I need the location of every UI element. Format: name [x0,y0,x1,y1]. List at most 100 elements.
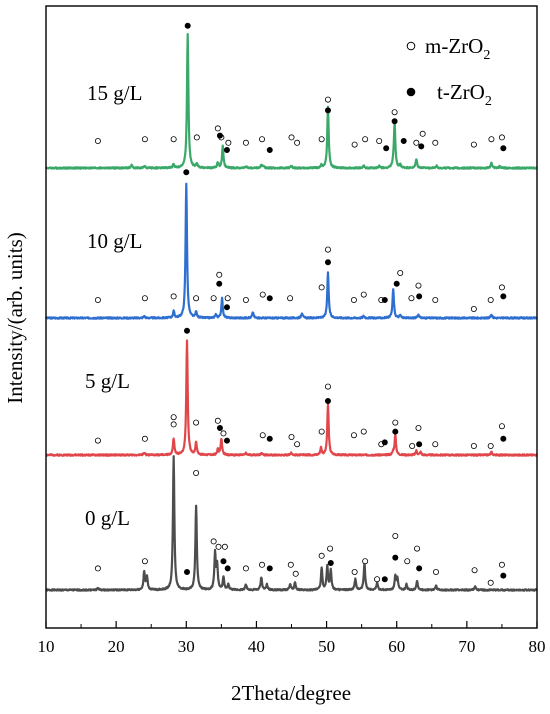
m-zro2-marker [259,561,266,568]
m-zro2-marker [94,137,101,144]
m-zro2-marker [351,569,358,576]
t-zro2-marker [393,280,400,287]
m-zro2-marker [288,134,295,141]
m-zro2-marker [324,383,331,390]
t-zro2-marker [416,565,423,572]
m-zro2-marker [94,565,101,572]
t-zro2-marker [324,397,331,404]
m-zro2-marker [170,136,177,143]
x-tick-label: 10 [38,637,55,656]
legend-open-circle-icon [406,41,416,51]
m-zro2-marker [259,136,266,143]
m-zro2-marker [259,291,266,298]
m-zro2-marker [292,570,299,577]
m-zro2-marker [214,125,221,132]
series-line-0-g-l [45,455,538,592]
t-zro2-marker [266,565,273,572]
series-label: 5 g/L [85,369,130,393]
t-zro2-marker [392,554,399,561]
m-zro2-marker [294,139,301,146]
m-zro2-marker [193,134,200,141]
m-zro2-marker [415,424,422,431]
m-zro2-marker [242,565,249,572]
m-zro2-marker [470,442,477,449]
t-zro2-marker [327,560,334,567]
m-zro2-marker [392,533,399,540]
series-label: 15 g/L [87,81,142,105]
t-zro2-marker [500,145,507,152]
series-line-5-g-l [45,339,538,457]
t-zro2-marker [216,424,223,431]
m-zro2-marker [220,430,227,437]
legend: m-ZrO2 t-ZrO2 [406,34,492,109]
m-zro2-marker [287,295,294,302]
m-zro2-marker [419,130,426,137]
t-zro2-marker [383,145,390,152]
t-zro2-marker [500,435,507,442]
m-zro2-marker [362,136,369,143]
t-zro2-marker [220,558,227,565]
t-zro2-marker [400,137,407,144]
m-zro2-marker [141,435,148,442]
t-zro2-marker [266,146,273,153]
x-tick-label: 30 [178,637,195,656]
series-label: 0 g/L [85,506,130,530]
m-zro2-marker [487,579,494,586]
m-zro2-marker [415,282,422,289]
t-zro2-marker [216,280,223,287]
m-zro2-marker [404,558,411,565]
t-zro2-marker [183,569,190,576]
x-tick-label: 40 [248,637,265,656]
t-zro2-marker [216,132,223,139]
m-zro2-marker [170,414,177,421]
t-zro2-marker [183,169,190,176]
x-tick-label: 50 [318,637,335,656]
m-zro2-marker [242,296,249,303]
m-zro2-marker [242,139,249,146]
m-zro2-marker [376,137,383,144]
x-tick-label: 80 [529,637,546,656]
m-zro2-marker [318,552,325,559]
t-zro2-marker [324,259,331,266]
m-zro2-marker [324,96,331,103]
m-zro2-marker [170,421,177,428]
series-line-10-g-l [44,182,538,320]
x-tick-label: 20 [108,637,125,656]
legend-label-m-zro2: m-ZrO2 [425,34,490,63]
m-zro2-marker [141,558,148,565]
m-zro2-marker [288,433,295,440]
m-zro2-marker [214,417,221,424]
m-zro2-marker [414,545,421,552]
m-zro2-marker [360,291,367,298]
m-zro2-marker [498,284,505,291]
m-zro2-marker [487,296,494,303]
m-zro2-marker [327,545,334,552]
m-zro2-marker [471,567,478,574]
series-labels: 15 g/L 10 g/L 5 g/L 0 g/L [85,81,142,530]
t-zro2-marker [500,572,507,579]
m-zro2-marker [487,442,494,449]
legend-label-t-zro2: t-ZrO2 [437,80,492,109]
m-zro2-marker [413,139,420,146]
series-layer [44,32,538,592]
m-zro2-marker [94,437,101,444]
m-zro2-marker [287,561,294,568]
m-zro2-marker [318,136,325,143]
t-zro2-marker [381,439,388,446]
x-tick-label: 60 [388,637,405,656]
legend-filled-circle-icon [406,87,416,97]
t-zro2-marker [266,435,273,442]
m-zro2-marker [170,293,177,300]
m-zro2-marker [318,284,325,291]
m-zro2-marker [216,271,223,278]
m-zro2-marker [360,428,367,435]
t-zro2-marker [381,296,388,303]
m-zro2-marker [432,569,439,576]
m-zro2-marker [351,141,358,148]
m-zro2-marker [294,441,301,448]
m-zro2-marker [498,134,505,141]
t-zro2-marker [223,437,230,444]
m-zro2-marker [350,296,357,303]
m-zro2-marker [374,576,381,583]
x-axis-ticks: 10 20 30 40 50 60 70 80 [38,621,546,656]
